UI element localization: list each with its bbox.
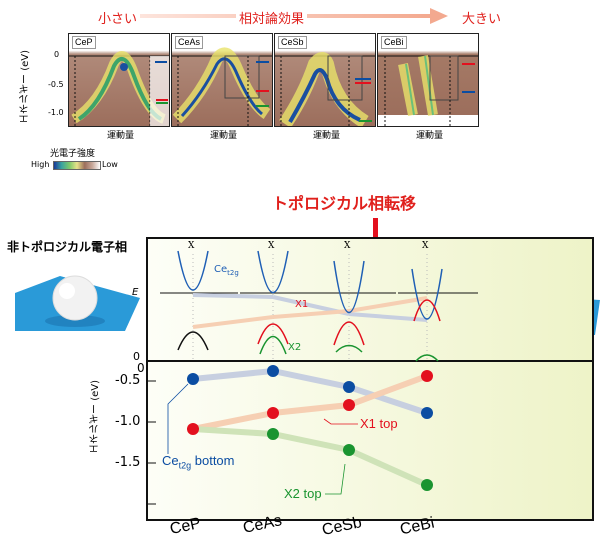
chart-ytick-zero: 0 <box>137 361 145 375</box>
x1-top-annotation: X1 top <box>360 416 398 431</box>
panel-label: CeSb <box>278 36 307 49</box>
topological-transition-title: トポロジカル相転移 <box>272 194 417 213</box>
arpes-ytick-2: -1.0 <box>48 108 64 117</box>
arpes-panel-cesb: CeSb <box>274 33 376 127</box>
zero-label: 0 <box>133 350 140 363</box>
x-point-label: X <box>344 241 351 251</box>
momentum-label-3: 運動量 <box>313 131 341 141</box>
x2-top-annotation: X2 top <box>284 486 322 501</box>
arpes-panel-cebi: CeBi <box>377 33 479 127</box>
x2-label: X2 <box>288 342 302 353</box>
non-topological-title: 非トポロジカル電子相 <box>7 240 128 254</box>
arpes-ytick-1: -0.5 <box>48 80 64 89</box>
momentum-label-4: 運動量 <box>416 131 444 141</box>
ytick-1: -1.0 <box>115 414 141 429</box>
momentum-label-2: 運動量 <box>210 131 238 141</box>
colorbar-low: Low <box>102 160 118 169</box>
large-label: 大きい <box>462 12 502 27</box>
sphere-illustration <box>15 273 140 331</box>
momentum-label-1: 運動量 <box>107 131 135 141</box>
arrow-head-icon <box>430 8 448 24</box>
x-point-label: X <box>422 241 429 251</box>
arpes-ytick-0: 0 <box>54 50 60 59</box>
small-label: 小さい <box>98 12 138 27</box>
x-point-label: X <box>268 241 275 251</box>
ytick-2: -1.5 <box>115 455 141 470</box>
arpes-panel-ceas: CeAs <box>171 33 273 127</box>
panel-label: CeAs <box>175 36 204 49</box>
chart-ylabel: エネルギー (eV) <box>90 380 101 454</box>
colorbar <box>53 161 101 170</box>
panel-label: CeP <box>72 36 96 49</box>
colorbar-high: High <box>31 160 50 169</box>
relativistic-effect-label: 相対論効果 <box>236 8 308 27</box>
colorbar-title: 光電子強度 <box>50 149 96 159</box>
energy-label: E <box>132 287 139 298</box>
x1-label: X1 <box>295 299 309 310</box>
band-diagram-panel: X X X X Cet2g X1 X2 Cet2g bottom X1 top … <box>146 237 594 521</box>
arpes-panel-cep: CeP <box>68 33 170 127</box>
ytick-0: -0.5 <box>115 373 141 388</box>
ce-t2g-label: Cet2g <box>214 264 239 277</box>
panel-label: CeBi <box>381 36 407 49</box>
ce-t2g-bottom-annotation: Cet2g bottom <box>162 453 235 471</box>
x-point-label: X <box>188 241 195 251</box>
arpes-ylabel: エネルギー (eV) <box>20 50 31 124</box>
